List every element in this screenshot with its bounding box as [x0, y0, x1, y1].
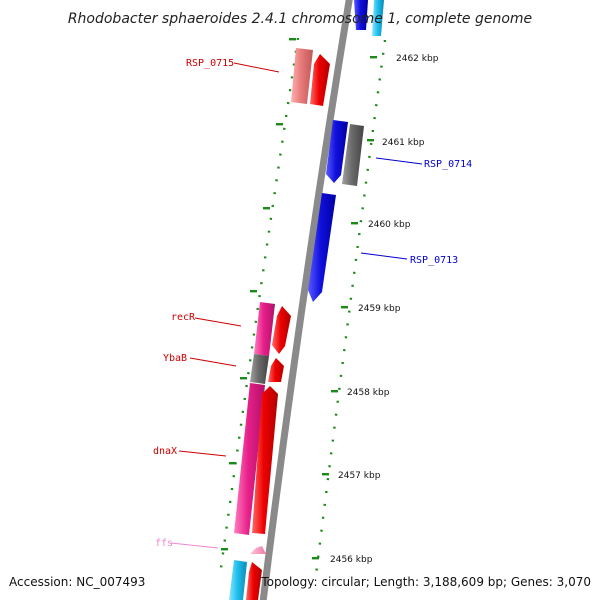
gene-label-dnax[interactable]: dnaX: [153, 446, 177, 457]
gene-feature-top-cyan[interactable]: [372, 0, 384, 36]
gene-feature-rsp0715-salmon[interactable]: [291, 48, 313, 104]
tick-label-2459: 2459 kbp: [358, 304, 401, 314]
accession-label: Accession: NC_007493: [9, 575, 145, 589]
gene-feature-rsp0715[interactable]: [310, 54, 330, 106]
gene-feature-rsp0714-gray[interactable]: [342, 124, 364, 186]
tick-mark: [322, 473, 329, 476]
tick-mark: [276, 123, 283, 126]
leader-rsp0715: [233, 62, 280, 73]
tick-label-2461: 2461 kbp: [382, 138, 425, 148]
tick-mark: [341, 306, 348, 309]
gene-label-ffs[interactable]: ffs: [155, 538, 173, 549]
gene-feature-ybab-gray[interactable]: [250, 354, 269, 384]
gene-feature-bottom-red[interactable]: [246, 562, 262, 600]
tick-mark: [221, 548, 228, 551]
gene-feature-recr[interactable]: [272, 306, 291, 354]
tick-mark: [331, 390, 338, 393]
leader-rsp0713: [360, 252, 408, 260]
gene-label-rsp0714[interactable]: RSP_0714: [424, 159, 472, 170]
map-title: Rhodobacter sphaeroides 2.4.1 chromosome…: [68, 11, 532, 27]
gene-feature-recr-pink[interactable]: [254, 302, 275, 356]
gene-feature-top-blue[interactable]: [354, 0, 368, 30]
tick-label-2458: 2458 kbp: [347, 388, 390, 398]
gene-feature-ffs[interactable]: [250, 546, 266, 554]
leader-rsp0714: [375, 157, 423, 165]
tick-mark: [250, 290, 257, 293]
gene-label-rsp0715[interactable]: RSP_0715: [186, 58, 234, 69]
gene-label-rsp0713[interactable]: RSP_0713: [410, 255, 458, 266]
chromosome-backbone: [259, 0, 353, 600]
gene-label-ybab[interactable]: YbaB: [163, 353, 187, 364]
tick-marks-left: [221, 38, 296, 551]
topology-label: Topology: circular; Length: 3,188,609 bp…: [260, 575, 591, 589]
leader-dnax: [178, 450, 227, 457]
gene-feature-rsp0714-blue[interactable]: [326, 120, 348, 183]
tick-label-2456: 2456 kbp: [330, 555, 373, 565]
leader-recr: [194, 317, 242, 327]
gene-feature-bottom-cyan[interactable]: [229, 560, 247, 600]
tick-label-2457: 2457 kbp: [338, 471, 381, 481]
tick-mark: [229, 462, 236, 465]
tick-mark: [370, 56, 377, 59]
tick-mark: [367, 139, 374, 142]
gene-feature-dnax[interactable]: [252, 386, 278, 534]
leader-ybab: [189, 357, 237, 367]
tick-mark: [263, 207, 270, 210]
tick-label-2462: 2462 kbp: [396, 54, 439, 64]
tick-label-2460: 2460 kbp: [368, 220, 411, 230]
gene-feature-rsp0713[interactable]: [308, 193, 336, 302]
leader-ffs: [170, 542, 219, 549]
tick-mark: [312, 557, 319, 560]
tick-mark: [289, 38, 296, 41]
tick-marks: [312, 56, 377, 560]
gene-feature-ybab[interactable]: [268, 358, 284, 382]
gene-feature-dnax-pink[interactable]: [234, 383, 265, 535]
tick-mark: [351, 222, 358, 225]
tick-mark: [240, 377, 247, 380]
gene-label-recr[interactable]: recR: [171, 312, 196, 323]
